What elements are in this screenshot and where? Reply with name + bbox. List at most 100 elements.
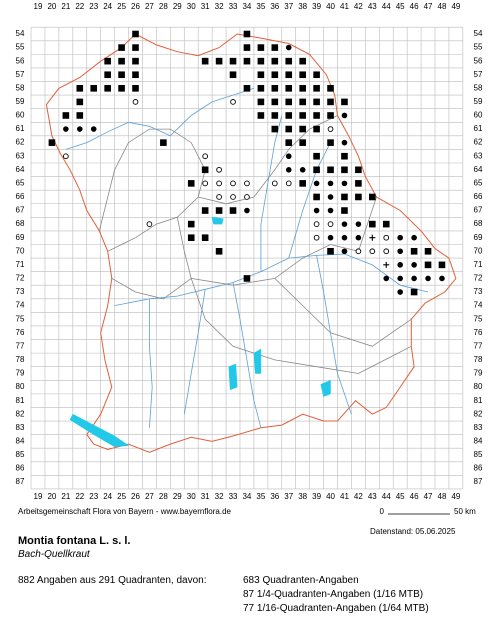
row-label: 71 (474, 260, 483, 269)
column-label: 25 (117, 492, 126, 501)
marker-open (216, 194, 222, 200)
row-label: 77 (474, 341, 483, 350)
row-label: 79 (16, 369, 25, 378)
row-label: 80 (16, 382, 25, 391)
marker-square (257, 85, 265, 92)
row-label: 87 (16, 477, 25, 486)
column-label: 42 (354, 2, 363, 11)
occurrence-markers (48, 30, 446, 296)
marker-square (132, 57, 139, 65)
column-label: 47 (424, 492, 433, 501)
marker-square (257, 57, 265, 65)
marker-open (355, 248, 362, 255)
marker-square (299, 112, 306, 119)
marker-square (201, 166, 209, 174)
marker-dot (411, 262, 417, 268)
column-label: 33 (229, 2, 238, 11)
marker-dot (327, 194, 334, 200)
column-label: 40 (326, 2, 335, 11)
row-label: 54 (16, 29, 25, 38)
column-label: 24 (103, 492, 112, 501)
marker-square (355, 166, 362, 174)
column-label: 34 (242, 2, 251, 11)
marker-square (118, 44, 125, 51)
marker-open (244, 180, 250, 187)
marker-open (216, 166, 222, 173)
column-label: 25 (117, 2, 126, 11)
row-label: 86 (16, 464, 25, 473)
column-label: 21 (61, 2, 70, 11)
row-label: 87 (474, 477, 483, 486)
marker-square (118, 57, 125, 65)
marker-plus (383, 261, 390, 268)
column-label: 34 (242, 492, 251, 501)
row-label: 63 (16, 151, 25, 160)
row-label: 61 (16, 124, 25, 133)
row-label: 80 (474, 382, 483, 391)
row-label: 70 (16, 246, 25, 255)
marker-open (383, 234, 390, 241)
marker-square (201, 234, 209, 241)
column-label: 28 (159, 2, 168, 11)
stats-line: 683 Quadranten-Angaben (243, 575, 359, 586)
marker-square (313, 193, 320, 201)
marker-square (327, 112, 334, 119)
state-border (45, 33, 457, 453)
marker-square (299, 85, 306, 92)
marker-square (76, 85, 84, 92)
column-label: 36 (270, 492, 279, 501)
column-label: 47 (424, 2, 433, 11)
column-label: 22 (75, 492, 84, 501)
row-label: 82 (474, 409, 483, 418)
column-label: 41 (340, 2, 349, 11)
marker-dot (341, 112, 348, 119)
marker-square (313, 125, 320, 133)
marker-square (76, 112, 84, 119)
row-label: 62 (474, 138, 483, 147)
marker-square (299, 71, 306, 79)
marker-square (257, 98, 265, 106)
marker-square (90, 85, 98, 92)
marker-square (271, 71, 279, 79)
column-label: 21 (61, 492, 70, 501)
marker-square (215, 247, 223, 255)
marker-open (132, 99, 139, 105)
marker-dot (341, 234, 348, 241)
marker-square (132, 85, 139, 92)
river (65, 87, 255, 150)
column-label: 38 (298, 2, 307, 11)
marker-open (369, 248, 376, 255)
row-label: 83 (16, 423, 25, 432)
column-label: 31 (201, 2, 210, 11)
row-label: 68 (16, 219, 25, 228)
marker-open (313, 234, 320, 241)
row-label: 78 (16, 355, 25, 364)
marker-square (62, 112, 70, 119)
lake (253, 348, 262, 374)
marker-square (285, 112, 293, 119)
column-label: 49 (451, 492, 460, 501)
data-date: Datenstand: 05.06.2025 (370, 527, 456, 536)
marker-square (327, 166, 334, 174)
marker-square (132, 44, 139, 51)
row-label: 66 (16, 192, 25, 201)
marker-square (285, 85, 293, 92)
marker-dot (76, 126, 83, 132)
row-label: 54 (474, 29, 483, 38)
marker-dot (327, 234, 334, 241)
row-label: 57 (474, 70, 483, 79)
column-label: 44 (382, 492, 391, 501)
row-label: 70 (474, 246, 483, 255)
marker-dot (397, 289, 403, 295)
marker-dot (327, 207, 334, 214)
marker-square (187, 220, 195, 228)
column-label: 36 (270, 2, 279, 11)
row-label: 84 (474, 437, 483, 446)
marker-open (202, 153, 209, 160)
row-label: 69 (16, 233, 25, 242)
district-border (190, 278, 412, 374)
stats-summary: 882 Angaben aus 291 Quadranten, davon: (18, 575, 207, 586)
marker-dot (397, 248, 403, 255)
column-label: 38 (298, 492, 307, 501)
marker-dot (285, 153, 292, 160)
